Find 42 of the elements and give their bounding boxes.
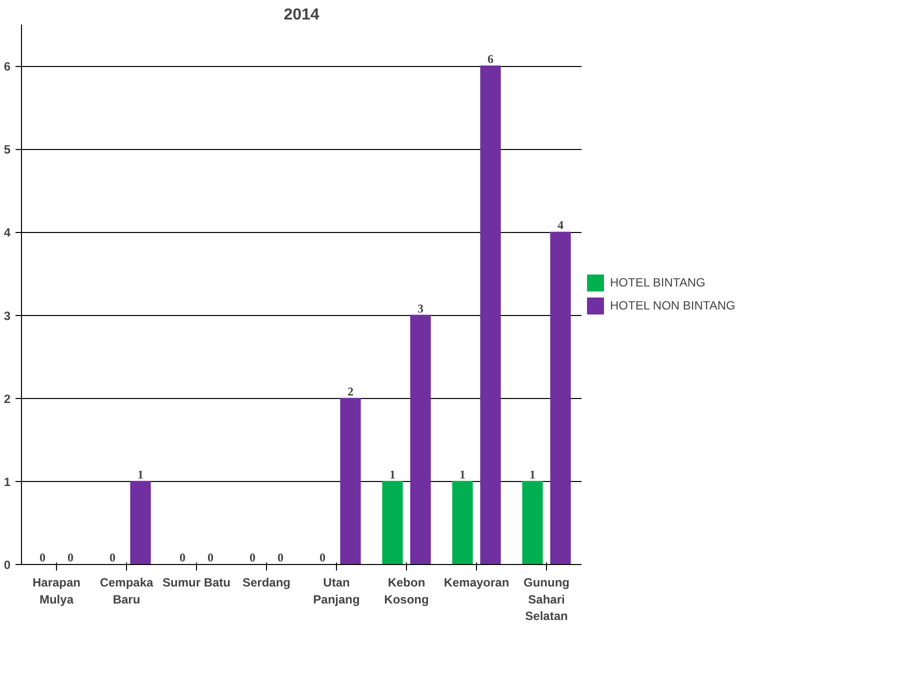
bar bbox=[340, 398, 361, 564]
bar bbox=[550, 232, 571, 564]
data-label: 1 bbox=[390, 467, 396, 482]
data-label: 0 bbox=[250, 550, 256, 564]
data-label: 6 bbox=[488, 52, 494, 66]
x-tick-label: Gunung Sahari Selatan bbox=[524, 576, 570, 624]
data-label: 0 bbox=[180, 550, 186, 564]
bar bbox=[130, 480, 151, 564]
y-tick-label: 0 bbox=[4, 558, 11, 572]
legend-label: HOTEL BINTANG bbox=[610, 276, 706, 290]
data-label: 1 bbox=[138, 467, 144, 482]
x-tick-label: Kebon Kosong bbox=[384, 576, 429, 606]
x-tick-label: Serdang bbox=[242, 576, 291, 590]
y-tick-label: 6 bbox=[4, 60, 11, 74]
data-label: 0 bbox=[320, 550, 326, 564]
data-label: 0 bbox=[68, 550, 74, 564]
x-tick-label: Harapan Mulya bbox=[32, 576, 81, 606]
y-tick-label: 4 bbox=[4, 226, 11, 240]
y-tick-label: 3 bbox=[4, 308, 11, 323]
x-tick-label: Cempaka Baru bbox=[100, 576, 154, 606]
data-label: 0 bbox=[208, 550, 214, 564]
x-tick-label: Sumur Batu bbox=[162, 576, 231, 590]
y-tick-label: 1 bbox=[4, 474, 11, 489]
data-label: 1 bbox=[530, 467, 536, 482]
chart-title: 2014 bbox=[284, 6, 320, 24]
data-label: 0 bbox=[40, 550, 46, 564]
bar bbox=[452, 480, 473, 564]
data-label: 3 bbox=[418, 301, 424, 316]
x-tick-label: Kemayoran bbox=[444, 576, 510, 590]
bar bbox=[480, 66, 501, 564]
bar bbox=[382, 480, 403, 564]
data-label: 1 bbox=[460, 467, 466, 482]
bar bbox=[522, 480, 543, 564]
data-label: 4 bbox=[558, 218, 564, 232]
x-tick-label: Utan Panjang bbox=[313, 576, 360, 606]
y-tick-label: 5 bbox=[4, 142, 11, 157]
data-label: 0 bbox=[278, 550, 284, 564]
legend-label: HOTEL NON BINTANG bbox=[610, 298, 736, 312]
data-label: 2 bbox=[348, 384, 354, 398]
data-label: 0 bbox=[110, 550, 116, 564]
y-tick-label: 2 bbox=[4, 392, 11, 406]
bar bbox=[410, 314, 431, 564]
